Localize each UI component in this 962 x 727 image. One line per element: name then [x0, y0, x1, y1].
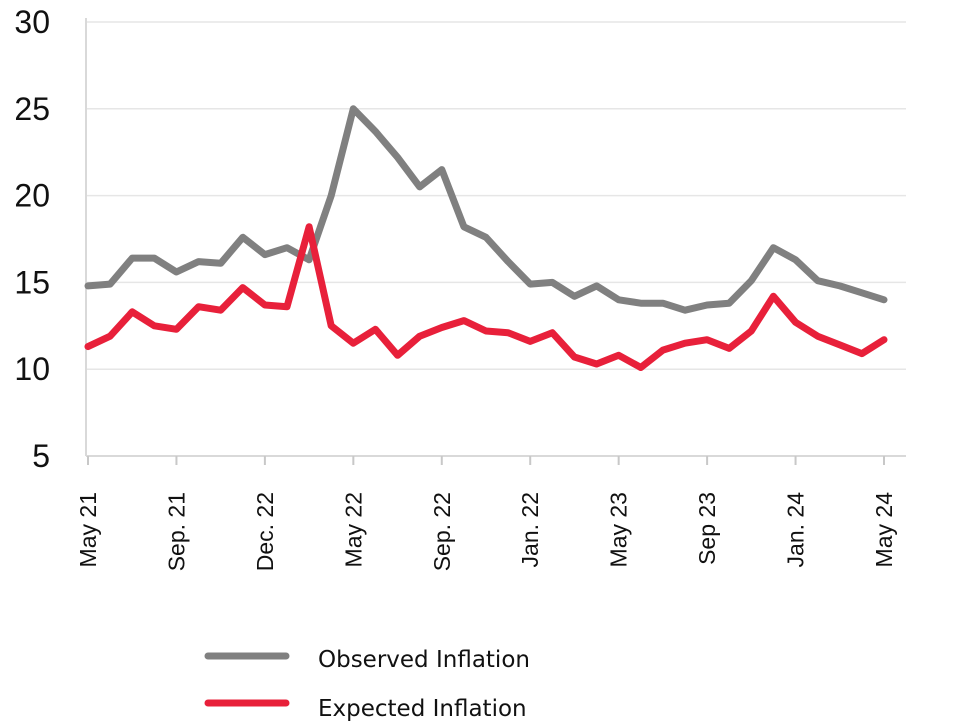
series-lines — [84, 105, 888, 371]
x-tick-label: Sep 23 — [694, 492, 720, 565]
x-axis-ticks: May 21 Sep. 21 Dec. 22 May 22 Sep. 22 Jan. 22… — [75, 456, 897, 571]
legend-label-observed: Observed Inflation — [318, 647, 530, 673]
x-tick-label: Dec. 22 — [252, 492, 278, 571]
x-tick-label: May 23 — [606, 492, 632, 567]
y-tick-label: 5 — [32, 438, 50, 474]
y-tick-label: 30 — [14, 4, 50, 40]
series-line-expected-inflation — [84, 223, 888, 371]
y-tick-label: 20 — [14, 178, 50, 214]
y-tick-label: 10 — [14, 351, 50, 387]
axes — [85, 18, 906, 457]
x-tick-label: Sep. 21 — [163, 492, 189, 571]
series-line-observed-inflation — [84, 105, 888, 314]
legend-label-expected: Expected Inflation — [318, 696, 527, 722]
x-tick-label: Jan. 22 — [517, 492, 543, 567]
legend: Observed Inflation Expected Inflation — [204, 647, 530, 722]
x-tick-label: May 21 — [75, 492, 101, 567]
x-tick-label: Jan. 24 — [783, 492, 809, 568]
x-tick-label: May 24 — [871, 492, 897, 568]
y-tick-label: 15 — [14, 264, 50, 300]
grid-lines — [86, 21, 906, 370]
x-tick-label: May 22 — [340, 492, 366, 567]
x-tick-label: Sep. 22 — [429, 492, 455, 571]
y-tick-label: 25 — [14, 91, 50, 127]
y-axis-ticks: 5 10 15 20 25 30 — [14, 4, 50, 474]
